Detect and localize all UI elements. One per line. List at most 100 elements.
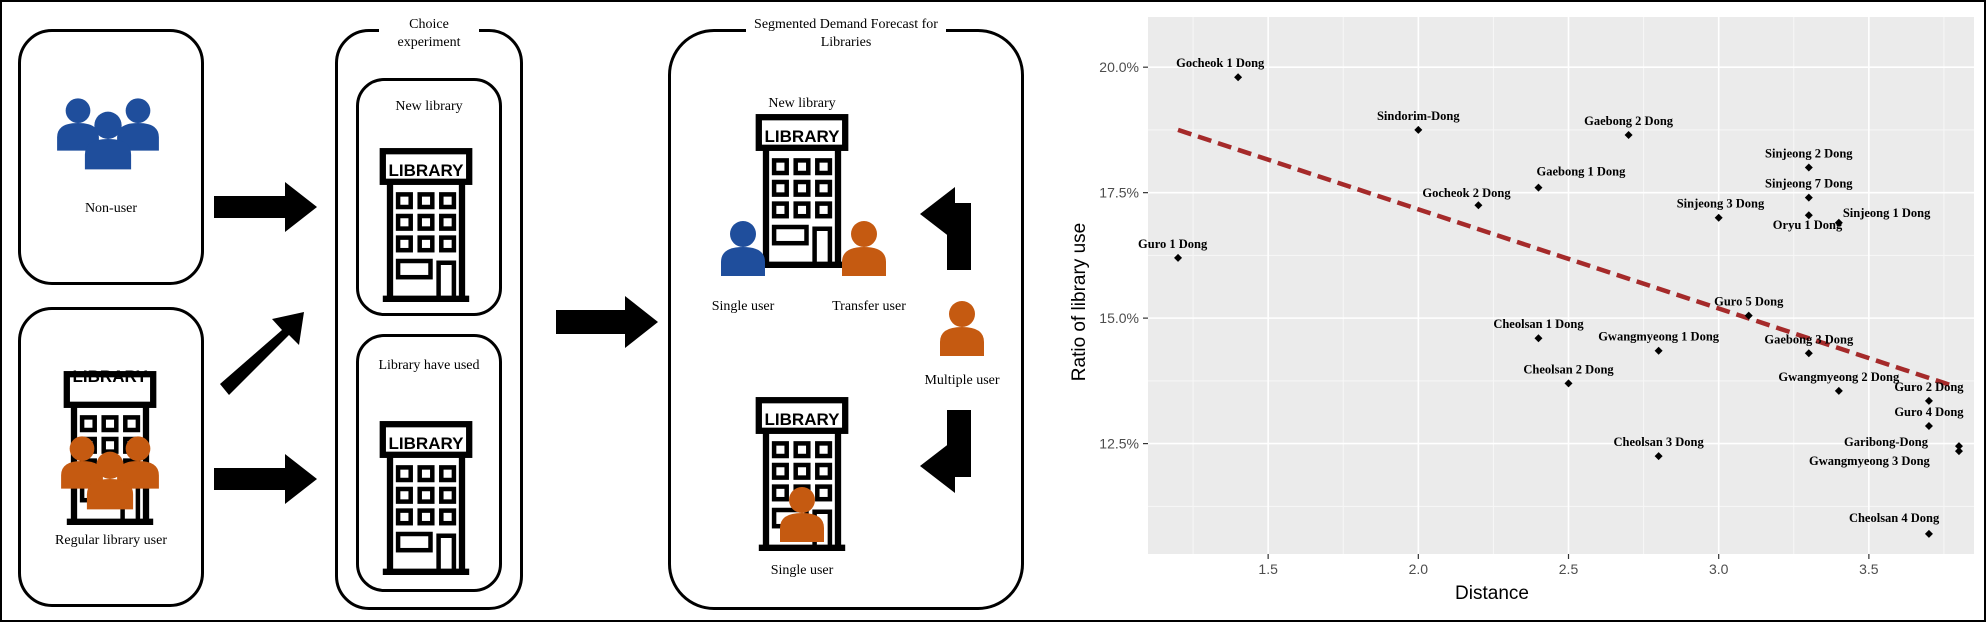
point-marker xyxy=(1834,218,1843,227)
x-tick-label: 2.5 xyxy=(1559,561,1579,577)
library-sign: LIBRARY xyxy=(765,127,841,146)
plot-background xyxy=(1148,17,1974,554)
point-label: Gwangmyeong 2 Dong xyxy=(1778,370,1900,384)
x-tick-label: 3.0 xyxy=(1709,561,1729,577)
data-point: Oryu 1 Dong xyxy=(1773,211,1843,232)
trend-line xyxy=(1177,127,1954,389)
seg-new-library-building-icon: LIBRARY xyxy=(759,117,845,265)
data-point: Sinjeong 7 Dong xyxy=(1765,177,1853,202)
point-marker xyxy=(1804,211,1813,220)
point-marker xyxy=(1924,529,1933,538)
arrow-multiple-to-new-library xyxy=(920,187,971,270)
point-marker xyxy=(1654,346,1663,355)
point-marker xyxy=(1234,73,1243,82)
library-have-used-label: Library have used xyxy=(378,358,480,373)
data-point: Gwangmyeong 1 Dong xyxy=(1598,330,1720,355)
point-label: Gwangmyeong 1 Dong xyxy=(1598,330,1720,344)
point-marker xyxy=(1534,183,1543,192)
data-point: Cheolsan 4 Dong xyxy=(1849,511,1940,538)
point-marker xyxy=(1954,442,1963,451)
single-user-bottom-label: Single user xyxy=(770,563,834,578)
point-label: Gocheok 2 Dong xyxy=(1422,186,1511,200)
point-label: Garibong-Dong xyxy=(1844,435,1929,449)
library-sign: LIBRARY xyxy=(389,434,465,453)
data-point: Cheolsan 1 Dong xyxy=(1493,317,1584,343)
point-marker xyxy=(1174,253,1183,262)
point-marker xyxy=(1744,311,1753,320)
point-label: Sinjeong 7 Dong xyxy=(1765,177,1853,191)
axis-ticks: 1.5 2.0 2.5 3.0 3.5 12.5% 15.0% 17.5% 20.0% xyxy=(1099,59,1879,577)
library-sign: LIBRARY xyxy=(389,161,465,180)
data-point: Gwangmyeong 2 Dong xyxy=(1778,370,1900,395)
regular-library-icon: LIBRARY xyxy=(67,367,153,522)
non-user-label: Non-user xyxy=(84,201,138,216)
point-label: Guro 5 Dong xyxy=(1714,295,1784,309)
data-point: Sinjeong 2 Dong xyxy=(1765,147,1853,172)
data-point: Sinjeong 3 Dong xyxy=(1677,197,1765,222)
point-label: Gwangmyeong 3 Dong xyxy=(1809,454,1931,468)
point-label: Sinjeong 2 Dong xyxy=(1765,147,1853,161)
point-label: Gaebong 3 Dong xyxy=(1764,332,1854,346)
point-label: Guro 2 Dong xyxy=(1894,380,1964,394)
data-point: Cheolsan 3 Dong xyxy=(1613,435,1705,461)
point-marker xyxy=(1714,213,1723,222)
library-sign: LIBRARY xyxy=(73,367,149,386)
data-point: Guro 2 Dong xyxy=(1894,380,1964,405)
point-label: Gaebong 1 Dong xyxy=(1536,165,1626,179)
new-library-label: New library xyxy=(395,99,463,114)
data-point: Guro 1 Dong xyxy=(1138,237,1208,262)
y-axis-label: Ratio of library use xyxy=(1069,223,1090,381)
point-marker xyxy=(1804,163,1813,172)
transfer-user-label: Transfer user xyxy=(832,299,906,314)
x-tick-label: 3.5 xyxy=(1859,561,1879,577)
arrow-choice-to-segmented xyxy=(556,296,658,348)
library-used-building-icon: LIBRARY xyxy=(383,424,469,572)
data-point: Garibong-Dong xyxy=(1844,435,1963,451)
arrow-regular-to-new-library xyxy=(220,312,304,395)
seg-new-library-label: New library xyxy=(768,96,836,111)
library-sign: LIBRARY xyxy=(765,410,841,429)
new-library-box xyxy=(356,78,502,316)
point-marker xyxy=(1834,386,1843,395)
data-point: Guro 4 Dong xyxy=(1894,405,1964,431)
point-label: Cheolsan 3 Dong xyxy=(1613,435,1704,449)
point-label: Cheolsan 2 Dong xyxy=(1523,362,1614,376)
data-point: Gaebong 1 Dong xyxy=(1534,165,1626,192)
y-tick-label: 20.0% xyxy=(1099,59,1139,75)
point-label: Sindorim-Dong xyxy=(1377,109,1460,123)
point-marker xyxy=(1804,349,1813,358)
x-tick-label: 2.0 xyxy=(1409,561,1429,577)
data-point: Cheolsan 2 Dong xyxy=(1523,362,1614,388)
point-marker xyxy=(1954,447,1963,456)
point-marker xyxy=(1654,452,1663,461)
point-label: Gocheok 1 Dong xyxy=(1176,56,1265,70)
point-marker xyxy=(1534,334,1543,343)
data-point: Gwangmyeong 3 Dong xyxy=(1809,447,1963,468)
point-marker xyxy=(1624,130,1633,139)
data-points: Gocheok 1 Dong Sindorim-Dong Gaebong 2 Don… xyxy=(1138,56,1964,538)
point-marker xyxy=(1804,193,1813,202)
point-label: Sinjeong 1 Dong xyxy=(1843,206,1931,220)
data-point: Gocheok 2 Dong xyxy=(1422,186,1511,210)
single-user-label: Single user xyxy=(711,299,775,314)
data-point: Gocheok 1 Dong xyxy=(1176,56,1265,82)
regular-user-label: Regular library user xyxy=(55,533,167,548)
point-label: Sinjeong 3 Dong xyxy=(1677,197,1765,211)
y-tick-label: 17.5% xyxy=(1099,185,1139,201)
data-point: Gaebong 2 Dong xyxy=(1584,114,1674,139)
new-library-building-icon: LIBRARY xyxy=(383,151,469,299)
point-marker xyxy=(1924,422,1933,431)
library-used-box xyxy=(356,334,502,592)
point-label: Cheolsan 4 Dong xyxy=(1849,511,1940,525)
point-label: Gaebong 2 Dong xyxy=(1584,114,1674,128)
y-tick-label: 12.5% xyxy=(1099,436,1139,452)
y-tick-label: 15.0% xyxy=(1099,310,1139,326)
point-label: Cheolsan 1 Dong xyxy=(1493,317,1584,331)
point-label: Guro 4 Dong xyxy=(1894,405,1964,419)
arrow-non-user-to-choice xyxy=(214,182,317,232)
segmented-forecast-title: Segmented Demand Forecast for Libraries xyxy=(746,16,946,51)
point-label: Guro 1 Dong xyxy=(1138,237,1208,251)
